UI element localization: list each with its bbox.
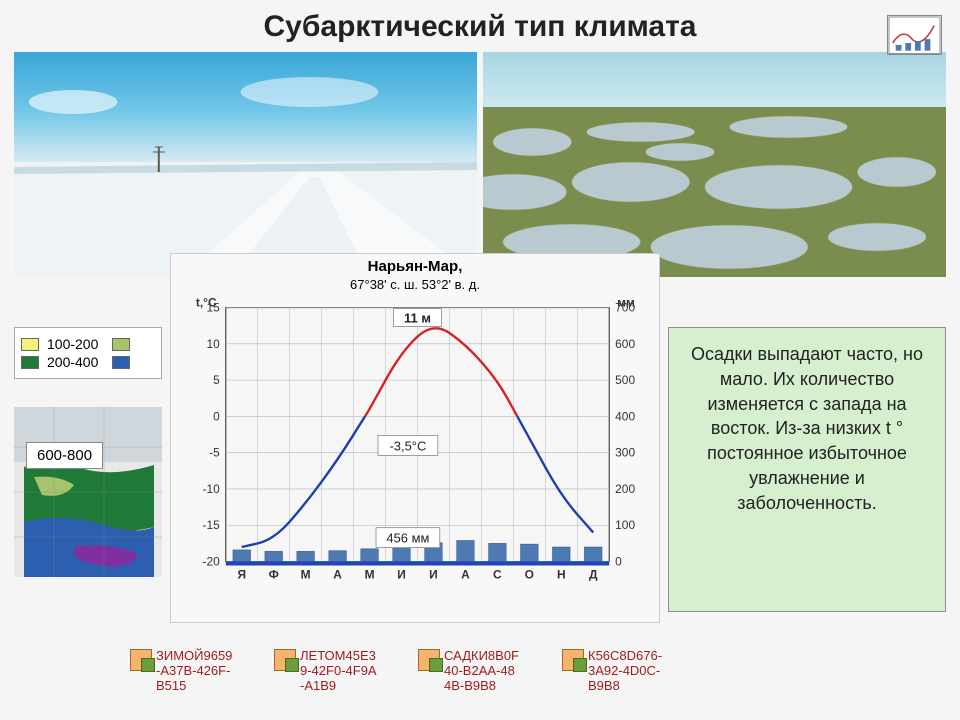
- chart-coords: 67°38' с. ш. 53°2' в. д.: [171, 277, 659, 292]
- svg-text:А: А: [333, 567, 342, 581]
- svg-text:100: 100: [615, 518, 635, 532]
- precipitation-map: [14, 407, 162, 577]
- svg-text:М: М: [301, 567, 311, 581]
- legend-row: 100-200: [21, 336, 155, 352]
- svg-text:-5: -5: [209, 446, 220, 460]
- photo-row: [0, 52, 960, 277]
- doc-icon: [418, 649, 440, 671]
- svg-text:-15: -15: [203, 518, 221, 532]
- chart-station: Нарьян-Мар,: [171, 258, 659, 275]
- doc-icon: [562, 649, 584, 671]
- svg-text:Ф: Ф: [269, 567, 279, 581]
- svg-text:200: 200: [615, 482, 635, 496]
- corner-chart-icon: [887, 15, 942, 55]
- svg-text:11 м: 11 м: [404, 311, 431, 326]
- legend-label: 200-400: [47, 354, 98, 370]
- svg-text:10: 10: [207, 337, 221, 351]
- svg-text:5: 5: [213, 373, 220, 387]
- page-title: Субарктический тип климата: [0, 0, 960, 52]
- legend-label: 100-200: [47, 336, 98, 352]
- doc-icon: [274, 649, 296, 671]
- swatch-icon: [112, 356, 130, 369]
- svg-text:мм: мм: [617, 296, 635, 310]
- svg-text:456 мм: 456 мм: [386, 531, 429, 546]
- svg-text:Д: Д: [589, 567, 598, 581]
- svg-text:600: 600: [615, 337, 635, 351]
- swatch-icon: [112, 338, 130, 351]
- swatch-icon: [21, 338, 39, 351]
- photo-winter-road: [14, 52, 477, 277]
- svg-text:О: О: [525, 567, 534, 581]
- svg-text:-20: -20: [203, 555, 221, 569]
- svg-text:Н: Н: [557, 567, 566, 581]
- svg-text:0: 0: [615, 555, 622, 569]
- svg-text:С: С: [493, 567, 502, 581]
- svg-text:0: 0: [213, 409, 220, 423]
- legend-row: 200-400: [21, 354, 155, 370]
- svg-text:И: И: [397, 567, 406, 581]
- svg-text:-3,5°C: -3,5°C: [389, 438, 426, 453]
- svg-text:500: 500: [615, 373, 635, 387]
- precipitation-description: Осадки выпадают часто, но мало. Их колич…: [668, 327, 946, 612]
- svg-text:400: 400: [615, 409, 635, 423]
- map-legend: 100-200 200-400: [14, 327, 162, 379]
- svg-text:М: М: [365, 567, 375, 581]
- photo-summer-wetlands: [483, 52, 946, 277]
- svg-text:А: А: [461, 567, 470, 581]
- svg-text:t,°C: t,°C: [196, 296, 217, 310]
- svg-text:300: 300: [615, 446, 635, 460]
- svg-text:-10: -10: [203, 482, 221, 496]
- svg-text:Я: Я: [237, 567, 246, 581]
- swatch-icon: [21, 356, 39, 369]
- doc-icon: [130, 649, 152, 671]
- climatograph: Нарьян-Мар, 67°38' с. ш. 53°2' в. д. 151…: [170, 253, 660, 623]
- precip-range-badge: 600-800: [26, 442, 103, 469]
- svg-text:И: И: [429, 567, 438, 581]
